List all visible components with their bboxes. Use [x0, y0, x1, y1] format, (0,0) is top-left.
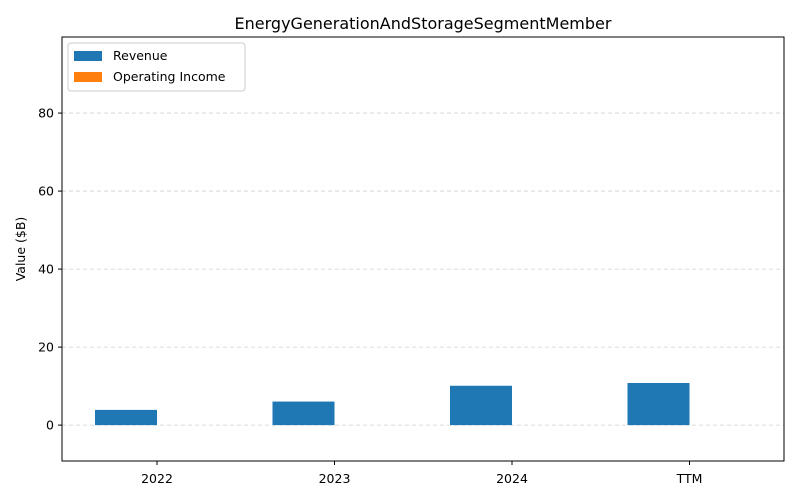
y-tick-label: 40	[38, 262, 54, 277]
x-tick-label: 2022	[141, 471, 173, 486]
y-tick-label: 20	[38, 340, 54, 355]
x-tick-label: TTM	[676, 471, 703, 486]
bar-revenue-2024	[450, 385, 512, 426]
bar-revenue-ttm	[627, 382, 690, 426]
y-axis-label: Value ($B)	[13, 217, 28, 282]
y-tick-label: 60	[38, 184, 54, 199]
x-axis: 2022 2023 2024 TTM	[141, 461, 702, 486]
legend-label-operating-income: Operating Income	[113, 69, 226, 84]
legend-frame	[67, 42, 246, 92]
x-tick-label: 2023	[319, 471, 351, 486]
y-tick-label: 80	[38, 106, 54, 121]
legend: Revenue Operating Income	[67, 42, 246, 92]
y-tick-label: 0	[46, 418, 54, 433]
plot-frame	[61, 36, 785, 462]
bar-revenue-2023	[272, 401, 335, 426]
legend-label-revenue: Revenue	[113, 48, 168, 63]
y-axis: 0 20 40 60 80	[38, 106, 62, 433]
chart-title: EnergyGenerationAndStorageSegmentMember	[235, 14, 612, 33]
x-tick-label: 2024	[496, 471, 528, 486]
legend-swatch-operating-income	[74, 72, 102, 82]
legend-swatch-revenue	[74, 51, 102, 61]
bars	[95, 382, 690, 426]
bar-revenue-2022	[95, 409, 157, 426]
grid-lines	[62, 112, 784, 426]
